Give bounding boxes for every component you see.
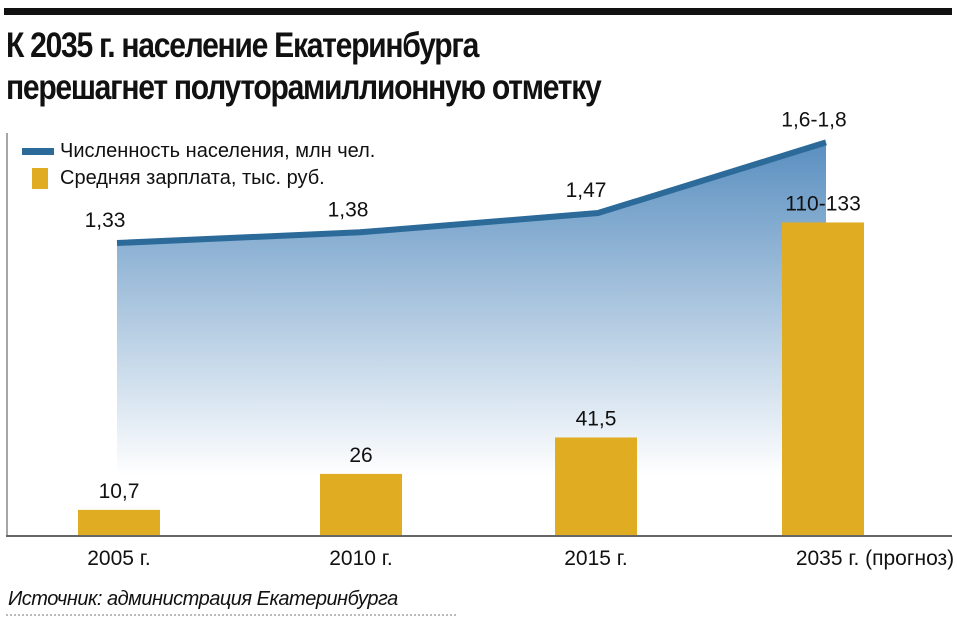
population-label: 1,47 (566, 179, 607, 202)
x-tick-label: 2010 г. (329, 547, 392, 570)
population-label: 1,38 (328, 198, 369, 221)
legend-population: Численность населения, млн чел. (60, 140, 376, 162)
salary-label: 110-133 (785, 192, 861, 215)
chart-title-line-2: перешагнет полуторамиллионную отметку (6, 68, 602, 107)
legend-line-swatch-icon (22, 148, 54, 155)
population-label: 1,33 (85, 209, 126, 232)
x-tick-label: 2005 г. (87, 547, 150, 570)
population-label: 1,6-1,8 (781, 108, 846, 131)
salary-bar (555, 437, 637, 535)
population-line (116, 139, 827, 246)
chart-title-line-1: К 2035 г. население Екатеринбурга (6, 26, 479, 65)
legend-salary: Средняя зарплата, тыс. руб. (60, 167, 325, 189)
x-tick-label: 2015 г. (564, 547, 627, 570)
salary-bar (320, 473, 402, 535)
legend-bar-swatch-icon (32, 168, 48, 189)
salary-bar (78, 509, 160, 535)
source-divider (6, 614, 456, 616)
x-tick-label: 2035 г. (прогноз) (796, 547, 954, 570)
top-rule (4, 8, 952, 15)
source-note: Источник: администрация Екатеринбурга (8, 588, 398, 610)
salary-bar (782, 222, 864, 535)
population-area (117, 142, 826, 536)
salary-label: 26 (349, 444, 372, 467)
salary-label: 10,7 (99, 480, 140, 503)
salary-label: 41,5 (576, 407, 617, 430)
